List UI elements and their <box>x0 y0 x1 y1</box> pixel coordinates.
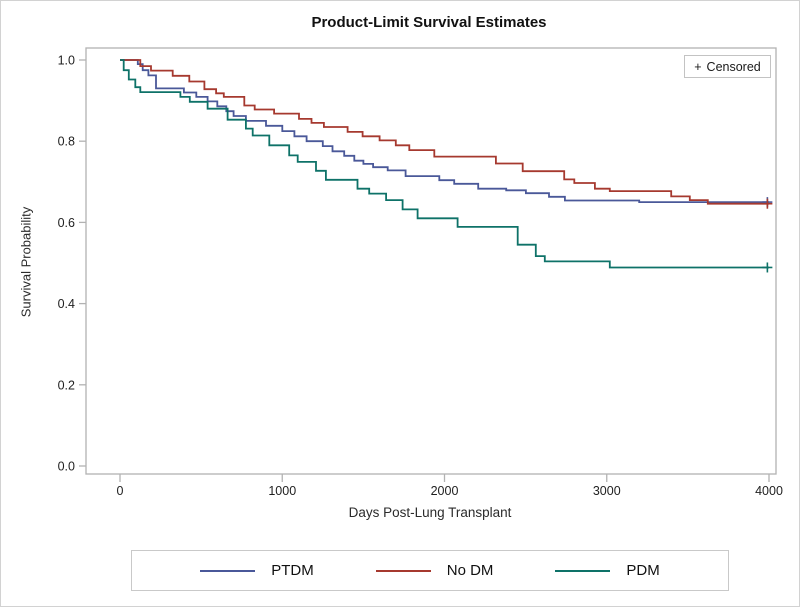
series-legend: PTDM No DM PDM <box>131 550 729 591</box>
legend-line-swatch <box>555 569 611 572</box>
plot-area: 0.0 0.2 0.4 0.6 0.8 1.0 0 1000 2000 3000 4000 <box>58 47 783 498</box>
survival-curve-no-dm <box>120 59 769 205</box>
survival-curve-ptdm <box>120 59 769 203</box>
x-tick-label: 4000 <box>755 484 783 498</box>
legend-label: PDM <box>626 562 660 579</box>
chart-title: Product-Limit Survival Estimates <box>311 14 547 31</box>
survival-curve-pdm <box>120 59 769 269</box>
x-tick-label: 2000 <box>431 484 459 498</box>
x-tick-label: 3000 <box>593 484 621 498</box>
legend-line-swatch <box>375 569 431 572</box>
x-axis-title: Days Post-Lung Transplant <box>348 505 512 520</box>
legend-label: PTDM <box>271 562 314 579</box>
censored-label: Censored <box>706 59 761 74</box>
y-tick-label: 0.2 <box>58 378 75 392</box>
y-axis-title: Survival Probability <box>18 206 34 318</box>
y-tick-label: 0.4 <box>58 297 75 311</box>
legend-item-pdm: PDM <box>555 562 660 579</box>
plot-frame <box>85 47 777 475</box>
legend-item-no-dm: No DM <box>375 562 494 579</box>
y-tick-label: 0.6 <box>58 216 75 230</box>
x-tick-label: 1000 <box>268 484 296 498</box>
censored-plus-icon: + <box>694 59 702 74</box>
x-tick-label: 0 <box>117 484 124 498</box>
legend-item-ptdm: PTDM <box>200 562 314 579</box>
y-tick-label: 0.0 <box>58 460 75 474</box>
legend-line-swatch <box>200 569 256 572</box>
legend-label: No DM <box>446 562 494 579</box>
censored-legend-box: + Censored <box>684 55 771 78</box>
y-tick-label: 0.8 <box>58 135 75 149</box>
y-tick-label: 1.0 <box>58 54 75 68</box>
